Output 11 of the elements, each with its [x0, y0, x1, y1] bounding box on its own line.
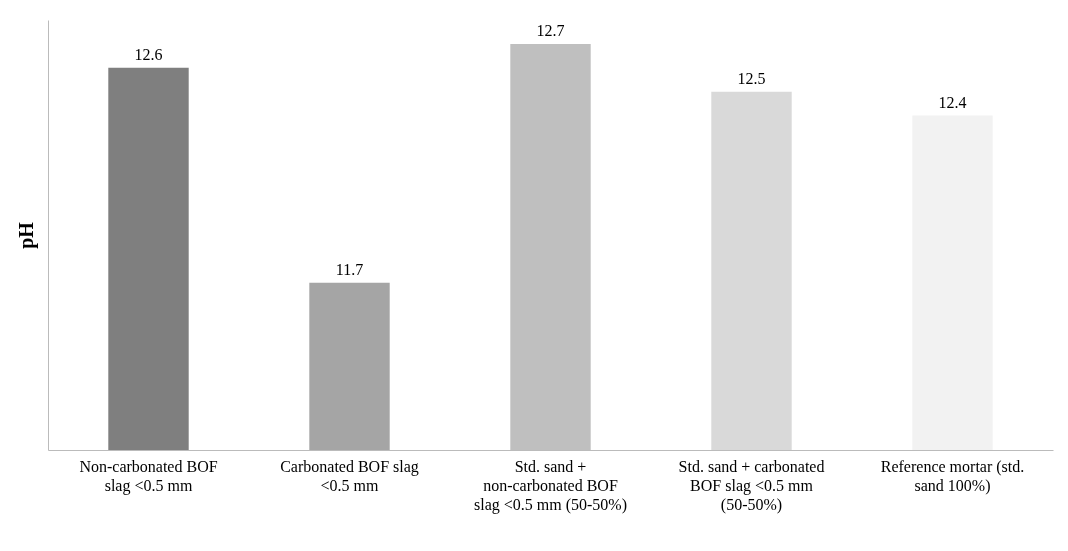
data-label: 12.7: [536, 21, 565, 39]
y-axis-title: pH: [14, 221, 38, 249]
x-tick-label: Std. sand + non-carbonated BOF slag <0.5 mm (50-50%): [474, 457, 627, 514]
x-tick-label: Reference mortar (std. sand 100%): [880, 457, 1025, 495]
data-label: 11.7: [335, 260, 364, 278]
x-tick-label: Non-carbonated BOF slag <0.5 mm: [79, 457, 218, 495]
x-tick-label: Std. sand + carbonated BOF slag <0.5 mm (50-50%): [678, 457, 825, 514]
data-label: 12.5: [737, 69, 766, 87]
data-label: 12.4: [938, 93, 967, 111]
x-tick-label: Carbonated BOF slag <0.5 mm: [280, 457, 419, 494]
data-label: 12.6: [134, 45, 163, 63]
